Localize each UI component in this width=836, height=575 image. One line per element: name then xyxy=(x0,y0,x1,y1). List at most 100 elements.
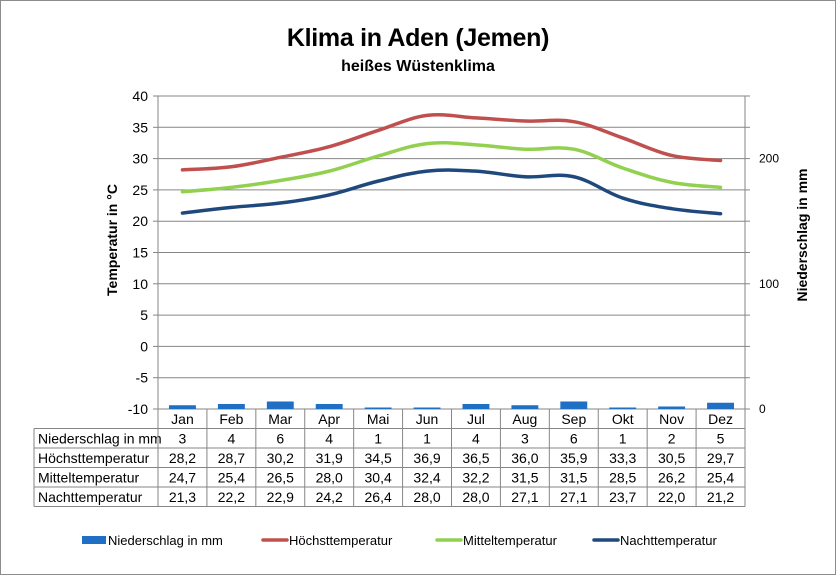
y-tick-label: 35 xyxy=(132,119,148,135)
y-tick-label: 40 xyxy=(132,88,148,104)
legend-label: Nachttemperatur xyxy=(620,533,717,548)
table-cell: 27,1 xyxy=(560,489,587,505)
table-cell: 21,2 xyxy=(707,489,734,505)
legend: Niederschlag in mm Höchsttemperatur Mittel… xyxy=(82,533,717,548)
table-cell: 5 xyxy=(717,431,725,447)
table-row-label: Niederschlag in mm xyxy=(38,431,162,447)
table-cell: 3 xyxy=(179,431,187,447)
table-cell: 31,5 xyxy=(511,470,538,486)
y-tick-label: 30 xyxy=(132,151,148,167)
y-tick-label: 25 xyxy=(132,182,148,198)
table-cell: 33,3 xyxy=(609,450,636,466)
table-row-label: Nachttemperatur xyxy=(38,489,143,505)
y-tick-label: -5 xyxy=(136,370,149,386)
temperature-line xyxy=(180,141,723,194)
table-cell: 1 xyxy=(619,431,627,447)
chart-subtitle: heißes Wüstenklima xyxy=(341,58,495,75)
table-cell: 22,0 xyxy=(658,489,685,505)
table-cell: 26,2 xyxy=(658,470,685,486)
table-cell: 36,5 xyxy=(462,450,489,466)
table-cell: 24,2 xyxy=(316,489,343,505)
table-cell: 1 xyxy=(374,431,382,447)
table-cell: 28,0 xyxy=(462,489,489,505)
temperature-line xyxy=(180,112,723,172)
table-cell: 6 xyxy=(570,431,578,447)
y-tick-label: 5 xyxy=(140,307,148,323)
table-cell: 22,9 xyxy=(267,489,294,505)
y-tick-label: -10 xyxy=(128,401,148,417)
chart-title: Klima in Aden (Jemen) xyxy=(286,24,550,52)
table-header-month: Dez xyxy=(708,411,733,427)
table-header-month: Jun xyxy=(416,411,439,427)
y2-tick-label: 200 xyxy=(759,152,779,166)
table-cell: 30,4 xyxy=(365,470,392,486)
table-cell: 4 xyxy=(472,431,480,447)
precipitation-bar xyxy=(364,407,392,409)
precipitation-bar xyxy=(315,403,343,409)
table-header-month: Mar xyxy=(268,411,292,427)
y-tick-label: 10 xyxy=(132,276,148,292)
table-cell: 30,5 xyxy=(658,450,685,466)
table-cell: 28,7 xyxy=(218,450,245,466)
table-cell: 30,2 xyxy=(267,450,294,466)
table-cell: 34,5 xyxy=(365,450,392,466)
legend-label: Niederschlag in mm xyxy=(108,533,223,548)
table-cell: 4 xyxy=(325,431,333,447)
table-cell: 28,0 xyxy=(413,489,440,505)
precipitation-bar xyxy=(560,401,588,409)
table-cell: 36,0 xyxy=(511,450,538,466)
table-header-month: Jan xyxy=(171,411,194,427)
y2-tick-label: 0 xyxy=(759,402,766,416)
table-cell: 25,4 xyxy=(218,470,245,486)
table-row-label: Höchsttemperatur xyxy=(38,450,150,466)
legend-label: Mitteltemperatur xyxy=(463,533,558,548)
table-header-month: Sep xyxy=(561,411,586,427)
table-cell: 3 xyxy=(521,431,529,447)
table-cell: 28,5 xyxy=(609,470,636,486)
y-tick-label: 15 xyxy=(132,245,148,261)
precipitation-bar xyxy=(462,403,490,409)
temperature-lines xyxy=(180,112,723,216)
precipitation-bar xyxy=(609,407,637,409)
table-cell: 32,2 xyxy=(462,470,489,486)
table-cell: 21,3 xyxy=(169,489,196,505)
table-cell: 1 xyxy=(423,431,431,447)
precipitation-bar xyxy=(511,405,539,409)
table-header-month: Nov xyxy=(659,411,684,427)
table-cell: 23,7 xyxy=(609,489,636,505)
left-y-axis: -10 -5 0 5 10 15 20 25 30 35 40 xyxy=(128,88,159,417)
table-cell: 27,1 xyxy=(511,489,538,505)
grid-lines xyxy=(158,95,745,410)
table-cell: 29,7 xyxy=(707,450,734,466)
table-cell: 35,9 xyxy=(560,450,587,466)
table-cell: 4 xyxy=(227,431,235,447)
y-tick-label: 0 xyxy=(140,338,148,354)
table-cell: 32,4 xyxy=(413,470,440,486)
y-tick-label: 20 xyxy=(132,213,148,229)
table-cell: 36,9 xyxy=(413,450,440,466)
precipitation-bar xyxy=(266,401,294,409)
table-cell: 25,4 xyxy=(707,470,734,486)
table-cell: 22,2 xyxy=(218,489,245,505)
legend-label: Höchsttemperatur xyxy=(289,533,393,548)
table-cell: 6 xyxy=(276,431,284,447)
table-header-month: Apr xyxy=(318,411,340,427)
data-table: Jan Feb Mar Apr Mai Jun Jul Aug Sep Okt Nov Dez Nied… xyxy=(33,409,746,507)
table-cell: 2 xyxy=(668,431,676,447)
table-header-month: Aug xyxy=(512,411,537,427)
precipitation-bar xyxy=(217,403,245,409)
precipitation-bar xyxy=(658,406,686,409)
table-header-month: Feb xyxy=(219,411,243,427)
table-cell: 26,4 xyxy=(365,489,392,505)
table-cell: 26,5 xyxy=(267,470,294,486)
table-row-label: Mitteltemperatur xyxy=(38,470,139,486)
y2-tick-label: 100 xyxy=(759,277,779,291)
precipitation-bar xyxy=(169,405,196,409)
table-cell: 28,0 xyxy=(316,470,343,486)
table-cell: 24,7 xyxy=(169,470,196,486)
precipitation-bar xyxy=(707,402,734,409)
precipitation-bar xyxy=(413,407,441,409)
precipitation-bars xyxy=(169,401,734,409)
table-cell: 31,9 xyxy=(316,450,343,466)
